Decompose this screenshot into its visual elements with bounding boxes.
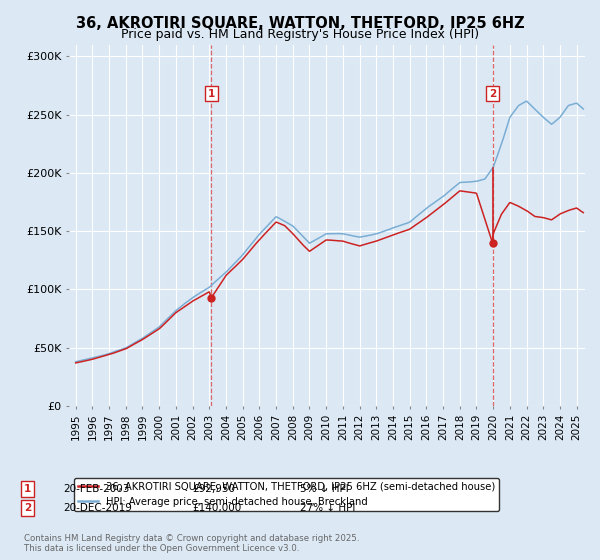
Text: Price paid vs. HM Land Registry's House Price Index (HPI): Price paid vs. HM Land Registry's House … [121,28,479,41]
Text: 20-FEB-2003: 20-FEB-2003 [63,484,130,494]
Text: 5% ↓ HPI: 5% ↓ HPI [300,484,349,494]
Text: 2: 2 [24,503,31,513]
Text: 20-DEC-2019: 20-DEC-2019 [63,503,132,513]
Text: 36, AKROTIRI SQUARE, WATTON, THETFORD, IP25 6HZ: 36, AKROTIRI SQUARE, WATTON, THETFORD, I… [76,16,524,31]
Text: 2: 2 [489,88,496,99]
Text: 27% ↓ HPI: 27% ↓ HPI [300,503,355,513]
Text: £140,000: £140,000 [192,503,241,513]
Text: 1: 1 [24,484,31,494]
Text: £92,950: £92,950 [192,484,235,494]
Text: Contains HM Land Registry data © Crown copyright and database right 2025.
This d: Contains HM Land Registry data © Crown c… [24,534,359,553]
Text: 1: 1 [208,88,215,99]
Legend: 36, AKROTIRI SQUARE, WATTON, THETFORD, IP25 6HZ (semi-detached house), HPI: Aver: 36, AKROTIRI SQUARE, WATTON, THETFORD, I… [74,478,499,511]
